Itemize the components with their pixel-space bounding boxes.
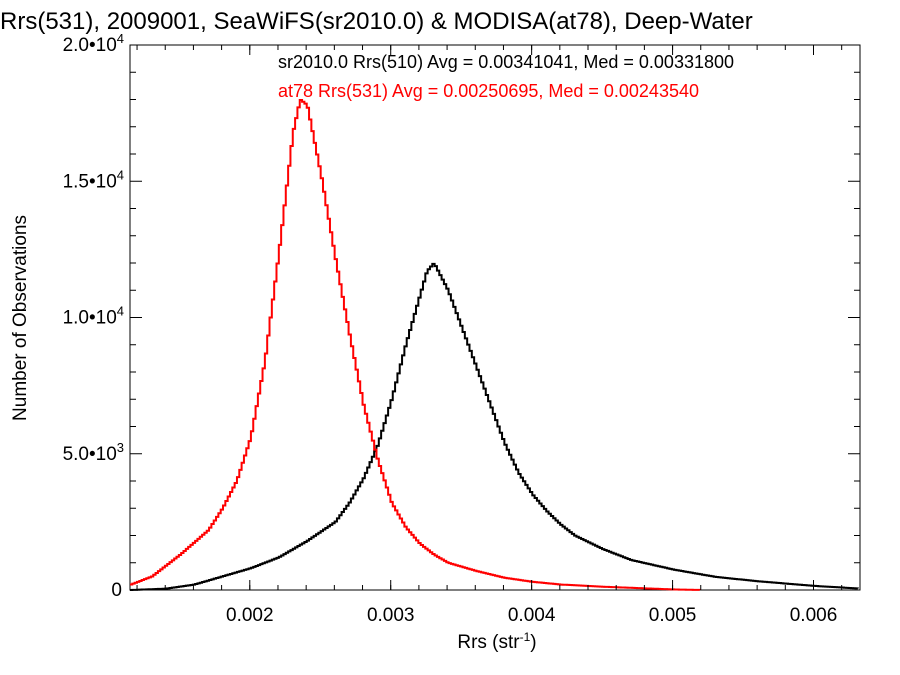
y-tick-label: 0: [111, 580, 122, 601]
y-tick-label: 1.5•104: [63, 167, 124, 192]
x-axis-label: Rrs (str-1): [457, 630, 536, 653]
series-layer: [130, 98, 859, 591]
series-line-1: [130, 98, 701, 591]
y-tick-label: 2.0•104: [63, 31, 124, 56]
x-axis-label-end: ): [530, 632, 536, 653]
legend-entry-at78: at78 Rrs(531) Avg = 0.00250695, Med = 0.…: [278, 81, 699, 101]
x-tick-label: 0.003: [367, 605, 415, 626]
x-tick-label: 0.002: [226, 605, 274, 626]
y-axis-label: Number of Observations: [10, 215, 31, 421]
x-axis-label-superscript: -1: [520, 630, 531, 644]
x-tick-label: 0.005: [649, 605, 697, 626]
plot-frame: [129, 44, 861, 591]
y-tick-label: 1.0•104: [63, 304, 124, 329]
x-axis-label-text: Rrs (str: [457, 632, 520, 653]
legend-entry-sr2010: sr2010.0 Rrs(510) Avg = 0.00341041, Med …: [278, 52, 734, 72]
chart-title: Rrs(531), 2009001, SeaWiFS(sr2010.0) & M…: [0, 8, 753, 35]
series-line-0: [130, 262, 859, 591]
tick-layer: 0.002 0.003 0.004 0.005 0.006 0 5.0•103 1.0•104…: [63, 31, 860, 626]
plot-area: 0.002 0.003 0.004 0.005 0.006 0 5.0•103 1.0•104…: [63, 31, 861, 626]
x-tick-label: 0.004: [508, 605, 556, 626]
y-tick-label: 5.0•103: [63, 440, 124, 465]
x-tick-label: 0.006: [790, 605, 838, 626]
legend: sr2010.0 Rrs(510) Avg = 0.00341041, Med …: [278, 52, 734, 101]
